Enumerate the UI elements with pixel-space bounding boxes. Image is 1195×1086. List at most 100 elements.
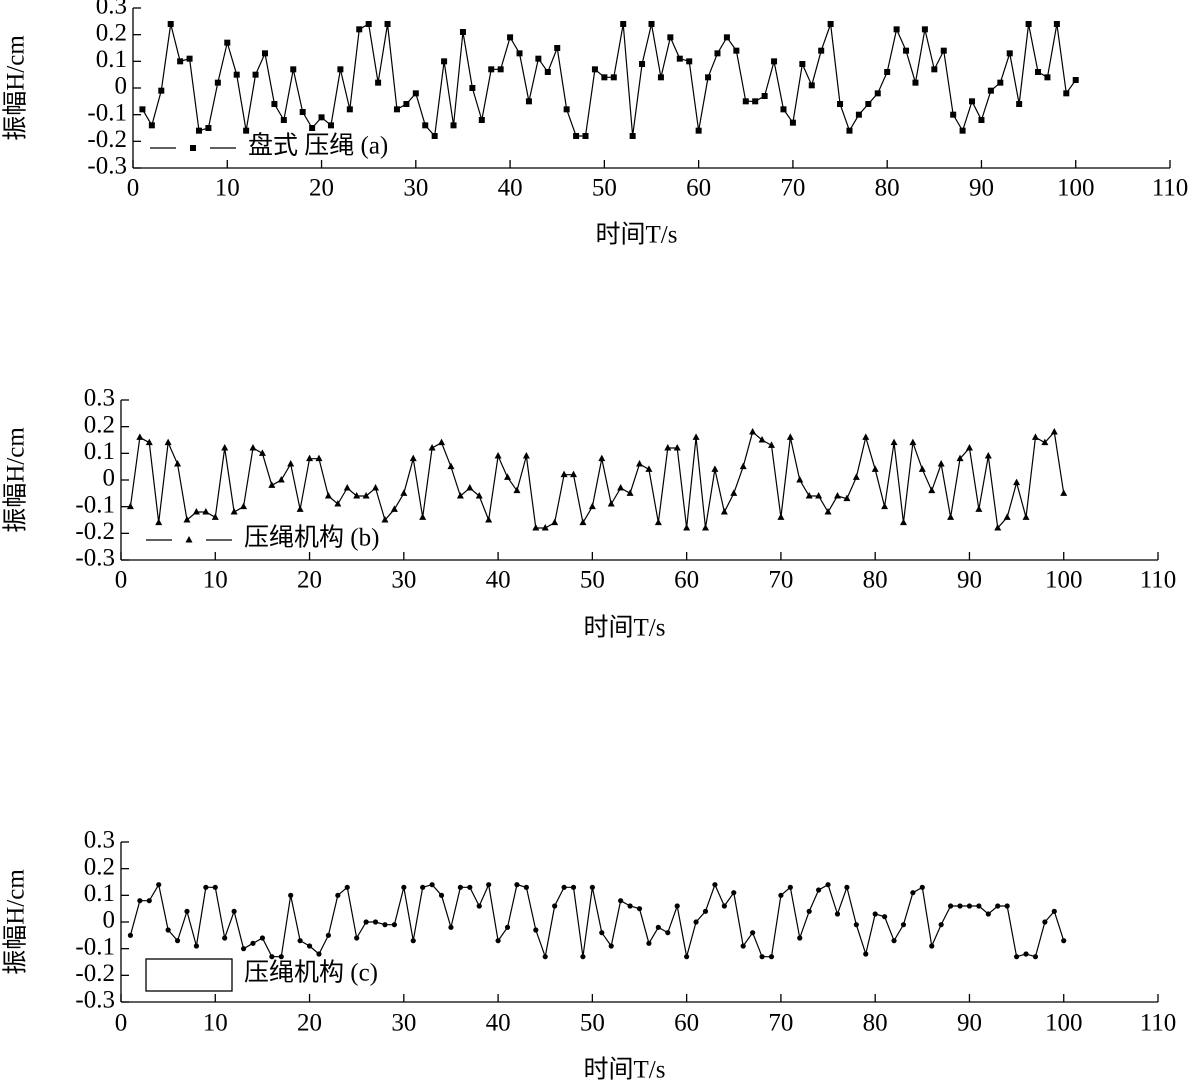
y-tick-label: 0 xyxy=(115,73,128,100)
point xyxy=(195,127,202,134)
point xyxy=(504,473,512,480)
point xyxy=(551,518,559,526)
point xyxy=(1041,438,1049,446)
point xyxy=(1006,50,1013,57)
point xyxy=(918,465,926,472)
point xyxy=(1042,919,1048,925)
point xyxy=(771,58,778,65)
point xyxy=(401,884,407,890)
series-line xyxy=(129,882,1065,959)
point xyxy=(268,481,276,488)
point xyxy=(1051,908,1057,914)
point xyxy=(667,34,674,41)
point xyxy=(890,438,898,446)
y-tick-label: 0.2 xyxy=(96,19,127,46)
point xyxy=(240,946,247,952)
point xyxy=(723,34,730,41)
point xyxy=(522,452,530,459)
point xyxy=(438,438,446,446)
y-tick-label: 0 xyxy=(103,907,116,934)
point xyxy=(1022,513,1030,520)
x-tick-label: 40 xyxy=(498,175,523,202)
point xyxy=(740,943,746,949)
point xyxy=(976,903,982,909)
point xyxy=(174,938,181,944)
point xyxy=(249,444,257,451)
point xyxy=(447,462,455,470)
point xyxy=(825,882,831,888)
point xyxy=(882,914,888,920)
point xyxy=(937,460,945,467)
point xyxy=(231,908,237,914)
point xyxy=(391,922,397,928)
point xyxy=(552,903,558,909)
x-tick-label: 10 xyxy=(203,1010,228,1037)
point xyxy=(469,85,476,91)
x-tick-label: 100 xyxy=(1045,1010,1083,1037)
point xyxy=(627,903,633,909)
point xyxy=(620,21,627,27)
point xyxy=(805,492,813,499)
point xyxy=(610,74,617,81)
point xyxy=(855,111,862,118)
point xyxy=(601,74,608,81)
x-tick-label: 90 xyxy=(969,175,994,202)
point xyxy=(799,61,806,67)
point xyxy=(570,884,577,890)
point xyxy=(808,82,815,89)
point xyxy=(767,441,775,448)
point xyxy=(695,127,702,134)
point xyxy=(438,892,445,898)
point xyxy=(834,911,841,917)
point xyxy=(306,454,314,462)
point xyxy=(476,903,482,909)
point xyxy=(639,61,646,67)
x-tick-label: 40 xyxy=(486,1010,511,1037)
point xyxy=(410,938,416,944)
point xyxy=(278,954,284,960)
point xyxy=(591,66,598,73)
point xyxy=(400,489,408,496)
point xyxy=(420,884,426,890)
x-tick-label: 0 xyxy=(127,175,140,202)
x-tick-label: 50 xyxy=(580,1010,605,1037)
point xyxy=(271,101,278,107)
point xyxy=(987,87,994,94)
point xyxy=(673,444,681,451)
chart: 0.30.20.10-0.1-0.2-0.30 10 20 30 40 50 60 70 80 9… xyxy=(2,827,1177,1084)
y-tick-label: -0.1 xyxy=(75,933,115,960)
point xyxy=(318,114,325,121)
point xyxy=(1023,951,1029,957)
point xyxy=(158,87,165,94)
point xyxy=(126,502,134,510)
point xyxy=(931,66,938,73)
point xyxy=(919,884,925,890)
point xyxy=(645,465,653,472)
point xyxy=(884,69,891,75)
point xyxy=(899,518,907,526)
point xyxy=(607,500,615,507)
x-tick-label: 10 xyxy=(215,175,240,202)
point xyxy=(486,882,492,888)
point xyxy=(372,484,380,491)
point xyxy=(617,484,625,491)
point xyxy=(297,938,303,944)
point xyxy=(466,484,474,491)
legend-symbol xyxy=(185,536,193,543)
point xyxy=(139,106,146,113)
point xyxy=(183,516,191,523)
point xyxy=(186,55,193,62)
point xyxy=(573,133,580,139)
x-tick-label: 70 xyxy=(768,1010,793,1037)
point xyxy=(145,438,153,446)
point xyxy=(202,508,210,515)
point xyxy=(777,513,785,520)
point xyxy=(155,518,163,526)
x-tick-label: 110 xyxy=(1140,1010,1177,1037)
point xyxy=(457,884,463,890)
legend-label: 压绳机构 (b) xyxy=(244,524,379,552)
point xyxy=(554,45,561,51)
x-tick-label: 70 xyxy=(780,175,805,202)
x-tick-label: 80 xyxy=(863,1010,888,1037)
point xyxy=(261,50,268,57)
